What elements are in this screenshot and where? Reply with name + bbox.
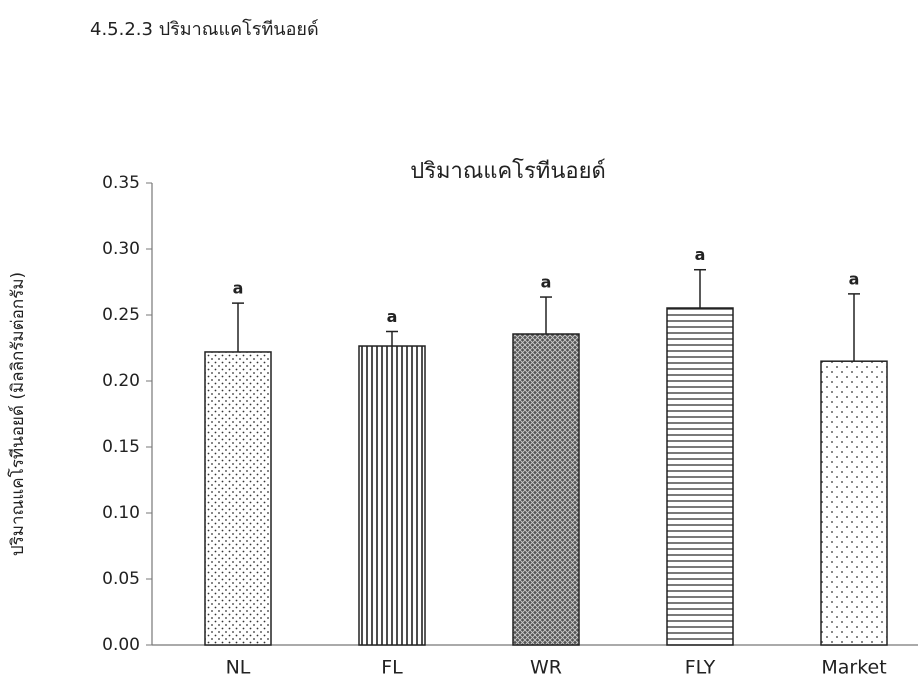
significance-label: a [541,273,552,292]
x-tick-label: Market [821,657,886,679]
significance-label: a [849,269,860,288]
x-tick-label: FLY [685,657,716,679]
y-tick-label: 0.10 [102,503,140,523]
bar [512,333,580,646]
bar [358,345,426,646]
significance-label: a [233,279,244,298]
bar [820,360,888,646]
significance-label: a [387,307,398,326]
y-tick-label: 0.00 [102,635,140,655]
significance-label: a [695,245,706,264]
y-tick-label: 0.15 [102,437,140,457]
y-tick-label: 0.20 [102,371,140,391]
y-tick-label: 0.30 [102,239,140,259]
y-tick-label: 0.35 [102,173,140,193]
y-tick-label: 0.25 [102,305,140,325]
heading: 4.5.2.3 ปริมาณแคโรทีนอยด์ [90,18,319,40]
x-tick-label: FL [381,657,403,679]
bar [204,351,272,646]
chart-title: ปริมาณแคโรทีนอยด์ [410,158,606,184]
x-tick-label: NL [226,657,251,679]
y-tick-label: 0.05 [102,569,140,589]
y-axis-label: ปริมาณแคโรทีนอยด์ (มิลลิกรัมต่อกรัม) [7,272,28,556]
bar [666,307,734,646]
x-tick-label: WR [530,657,562,679]
